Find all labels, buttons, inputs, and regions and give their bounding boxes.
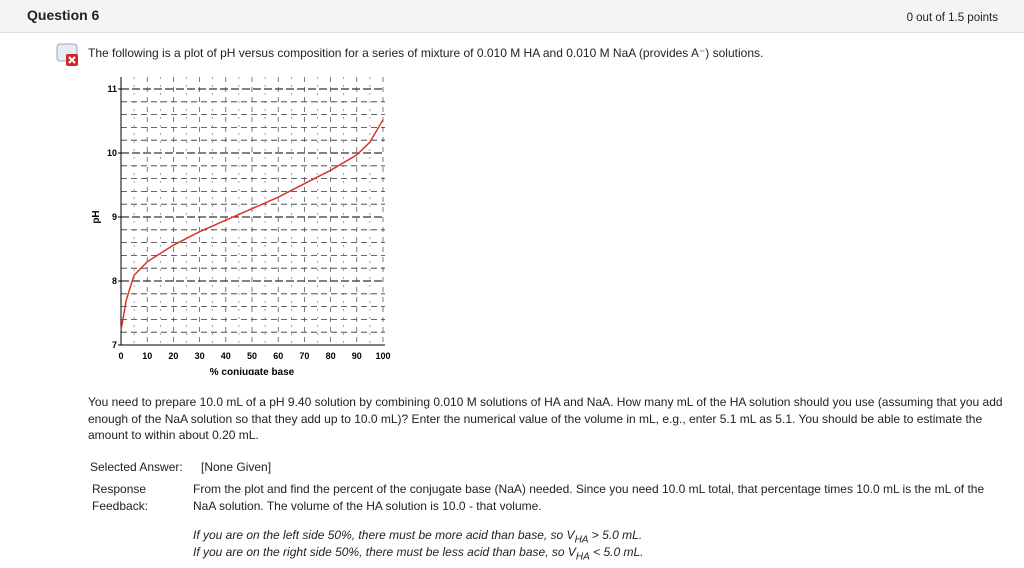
y-tick-label: 7 xyxy=(112,340,117,350)
status-icon xyxy=(56,43,78,66)
selected-answer: [None Given] xyxy=(201,460,272,474)
note-sub: HA xyxy=(574,534,589,546)
question-prompt: You need to prepare 10.0 mL of a pH 9.40… xyxy=(88,395,1003,442)
x-tick-label: 60 xyxy=(273,351,283,361)
x-tick-label: 100 xyxy=(375,351,390,361)
data-line xyxy=(120,119,384,331)
x-tick-label: 70 xyxy=(299,351,309,361)
question-title: Question 6 xyxy=(27,7,100,23)
plot: 7 8 9 10 11 0 10 20 30 40 50 60 70 80 90 100 % conjugate… xyxy=(91,77,391,375)
y-tick-label: 9 xyxy=(112,212,117,222)
note-text: If you are on the right side 50%, there … xyxy=(193,545,576,559)
y-tick-label: 8 xyxy=(112,276,117,286)
y-tick-label: 11 xyxy=(107,84,117,94)
x-tick-label: 30 xyxy=(195,351,205,361)
x-tick-label: 40 xyxy=(221,351,231,361)
feedback-label: Response Feedback: xyxy=(92,482,149,513)
note-sub: HA xyxy=(575,551,590,563)
x-tick-label: 20 xyxy=(168,351,178,361)
score: 0 out of 1.5 points xyxy=(906,12,998,24)
selected-answer-label: Selected Answer: xyxy=(90,460,183,474)
x-tick-label: 80 xyxy=(326,351,336,361)
question-intro: The following is a plot of pH versus com… xyxy=(88,46,764,60)
x-tick-label: 0 xyxy=(118,351,123,361)
header-bar xyxy=(0,0,1024,33)
icon-x xyxy=(68,56,76,64)
feedback: From the plot and find the percent of th… xyxy=(193,482,985,513)
x-tick-label: 90 xyxy=(352,351,362,361)
note-right: If you are on the right side 50%, there … xyxy=(193,544,644,566)
y-tick-label: 10 xyxy=(107,148,117,158)
y-axis-label: pH xyxy=(91,210,102,223)
note-text: > 5.0 mL. xyxy=(588,528,643,542)
note-text: < 5.0 mL. xyxy=(589,545,644,559)
x-tick-label: 50 xyxy=(247,351,257,361)
x-tick-label: 10 xyxy=(142,351,152,361)
note-left: If you are on the left side 50%, there m… xyxy=(193,527,642,549)
x-axis-label: % conjugate base xyxy=(210,367,295,375)
note-text: If you are on the left side 50%, there m… xyxy=(193,528,575,542)
